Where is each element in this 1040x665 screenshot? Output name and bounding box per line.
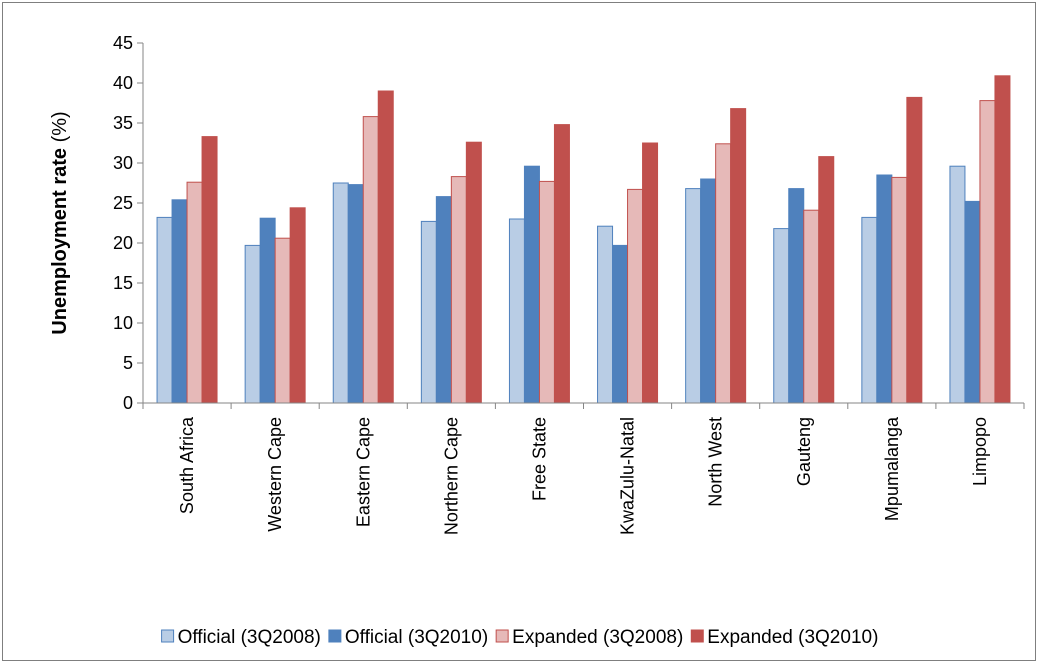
bar-4-6: [642, 142, 659, 404]
bar-4-9: [906, 96, 923, 404]
x-tick-label: Eastern Cape: [353, 417, 373, 527]
bar-3-6: [627, 188, 644, 404]
bar-1-3: [332, 182, 349, 404]
y-axis-title-unit: (%): [49, 111, 71, 148]
y-axis-title-main: Unemployment rate: [49, 148, 71, 335]
legend-swatch-3: [495, 629, 509, 643]
y-tick-label: 25: [113, 193, 133, 213]
x-tick-label: North West: [706, 417, 726, 507]
bar-1-7: [685, 188, 702, 404]
y-tick-label: 20: [113, 233, 133, 253]
x-tick-label: Mpumalanga: [882, 416, 902, 521]
y-tick-label: 15: [113, 273, 133, 293]
bar-2-6: [612, 244, 629, 404]
x-tick-label: Northern Cape: [441, 417, 461, 535]
legend-swatch-2: [328, 629, 342, 643]
legend-swatch-1: [161, 629, 175, 643]
x-tick-label: Limpopo: [970, 417, 990, 486]
y-tick-labels: 0 5 10 15 20 25 30 35 40 45: [113, 33, 133, 413]
y-tick-label: 5: [123, 353, 133, 373]
bar-2-8: [788, 188, 805, 404]
bar-4-1: [201, 136, 218, 404]
bar-2-1: [171, 199, 188, 404]
bar-2-7: [700, 178, 717, 404]
legend-swatch-4: [690, 629, 704, 643]
bar-4-2: [289, 207, 306, 404]
legend-label-3: Expanded (3Q2008): [512, 627, 683, 648]
legend-label-4: Expanded (3Q2010): [707, 627, 878, 648]
bar-4-7: [730, 108, 747, 404]
bar-1-1: [156, 216, 173, 404]
bar-2-2: [259, 217, 276, 404]
bar-4-4: [465, 141, 482, 404]
bar-2-9: [876, 174, 893, 404]
y-tick-label: 0: [123, 393, 133, 413]
bar-3-8: [803, 209, 820, 404]
bar-1-9: [861, 216, 878, 404]
x-tick-labels: South Africa Western Cape Eastern Cape Nort…: [177, 416, 990, 535]
bar-3-3: [362, 116, 379, 404]
bar-4-10: [994, 75, 1011, 404]
bar-2-5: [523, 165, 540, 404]
bar-2-10: [964, 200, 981, 404]
legend: Official (3Q2008) Official (3Q2010) Expand…: [161, 627, 878, 648]
y-tick-label: 35: [113, 113, 133, 133]
bar-2-4: [435, 196, 452, 404]
y-tick-label: 40: [113, 73, 133, 93]
legend-label-1: Official (3Q2008): [178, 627, 321, 648]
bar-3-7: [715, 143, 732, 404]
bar-3-9: [891, 176, 908, 404]
y-tick-label: 30: [113, 153, 133, 173]
bar-1-10: [949, 165, 966, 404]
bar-3-5: [538, 180, 555, 404]
bar-4-3: [377, 90, 394, 404]
bar-1-4: [420, 220, 437, 404]
bar-3-4: [450, 176, 467, 404]
x-tick-label: Western Cape: [265, 417, 285, 532]
x-tick-label: South Africa: [177, 416, 197, 514]
bar-4-8: [818, 156, 835, 404]
y-tick-label: 45: [113, 33, 133, 53]
bar-1-8: [773, 228, 790, 404]
bar-1-2: [244, 244, 261, 404]
bar-3-1: [186, 181, 203, 404]
bar-1-5: [508, 218, 525, 404]
legend-label-2: Official (3Q2010): [345, 627, 488, 648]
bar-3-10: [979, 100, 996, 404]
bar-3-2: [274, 237, 291, 404]
x-tick-label: KwaZulu-Natal: [618, 417, 638, 535]
bar-4-5: [553, 124, 570, 404]
bar-1-6: [597, 225, 614, 404]
bar-2-3: [347, 184, 364, 404]
x-tick-label: Gauteng: [794, 417, 814, 486]
y-tick-label: 10: [113, 313, 133, 333]
bars-layer: [156, 75, 1011, 404]
x-tick-label: Free State: [529, 417, 549, 501]
y-axis-title: Unemployment rate (%): [49, 111, 71, 334]
axes-layer: [137, 42, 1025, 409]
